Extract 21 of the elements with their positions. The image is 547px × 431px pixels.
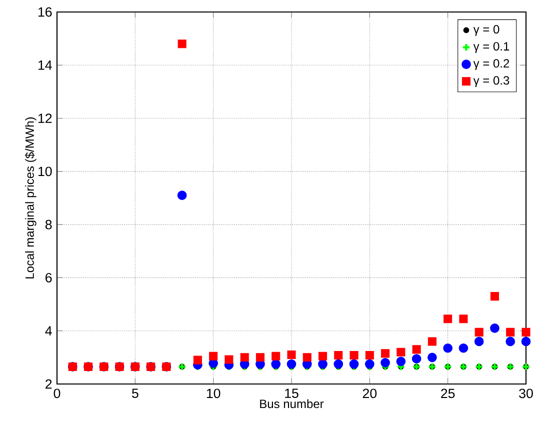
- x-tick-label: 5: [132, 388, 138, 398]
- y-tick-label: 14: [38, 60, 52, 70]
- y-tick-label: 16: [38, 7, 52, 17]
- y-tick-label: 8: [45, 220, 52, 230]
- x-tick-label: 10: [206, 388, 220, 398]
- x-tick-label: 20: [362, 388, 377, 398]
- y-tick-label: 6: [46, 272, 52, 282]
- legend-label: γ = 0.1: [473, 42, 510, 53]
- y-tick-label: 4: [45, 326, 52, 336]
- legend-label: γ = 0: [473, 25, 500, 36]
- x-tick-label: 30: [519, 388, 533, 398]
- y-tick-label: 2: [46, 379, 52, 389]
- y-axis-title: Local marginal prices ($/MWh): [24, 117, 36, 278]
- x-axis-title: Bus number: [260, 399, 324, 408]
- y-tick-label: 10: [38, 166, 52, 176]
- y-tick-label: 12: [38, 114, 52, 123]
- legend-label: γ = 0.2: [473, 59, 510, 70]
- x-tick-label: 15: [285, 388, 298, 398]
- legend-label: γ = 0.3: [473, 76, 510, 88]
- x-tick-label: 0: [54, 388, 60, 398]
- x-tick-label: 25: [441, 388, 455, 398]
